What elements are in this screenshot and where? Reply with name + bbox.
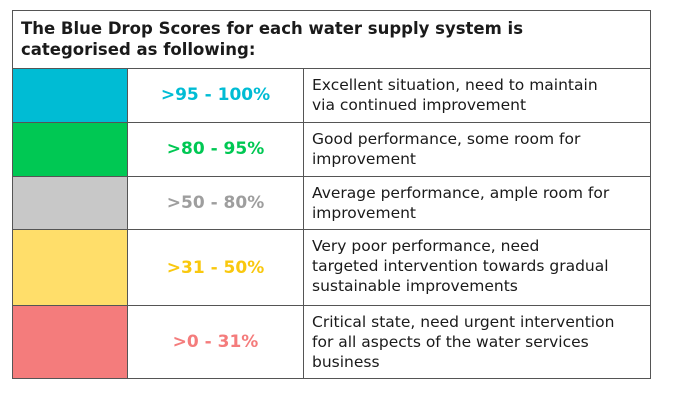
score-row-excellent: >95 - 100% Excellent situation, need to … [13, 68, 650, 123]
color-swatch [13, 176, 128, 230]
legend-title: The Blue Drop Scores for each water supp… [13, 11, 650, 69]
score-range: >0 - 31% [128, 306, 304, 378]
score-range: >80 - 95% [128, 122, 304, 176]
legend-title-line-1: The Blue Drop Scores for each water supp… [21, 19, 524, 38]
score-range: >95 - 100% [128, 68, 304, 122]
score-range: >50 - 80% [128, 176, 304, 230]
color-swatch [13, 230, 128, 306]
score-row-very-poor: >31 - 50% Very poor performance, need ta… [13, 230, 650, 307]
color-swatch [13, 68, 128, 122]
color-swatch [13, 122, 128, 176]
blue-drop-score-legend: The Blue Drop Scores for each water supp… [12, 10, 651, 379]
score-description: Average performance, ample room for impr… [312, 183, 610, 222]
score-description: Critical state, need urgent intervention… [312, 313, 615, 372]
score-description: Excellent situation, need to maintain vi… [312, 75, 598, 114]
legend-title-line-2: categorised as following: [21, 40, 256, 59]
score-description: Very poor performance, need targeted int… [312, 237, 609, 296]
score-row-good: >80 - 95% Good performance, some room fo… [13, 122, 650, 177]
score-row-average: >50 - 80% Average performance, ample roo… [13, 176, 650, 231]
score-row-critical: >0 - 31% Critical state, need urgent int… [13, 306, 650, 378]
score-range: >31 - 50% [128, 230, 304, 306]
score-description: Good performance, some room for improvem… [312, 129, 581, 168]
color-swatch [13, 306, 128, 378]
